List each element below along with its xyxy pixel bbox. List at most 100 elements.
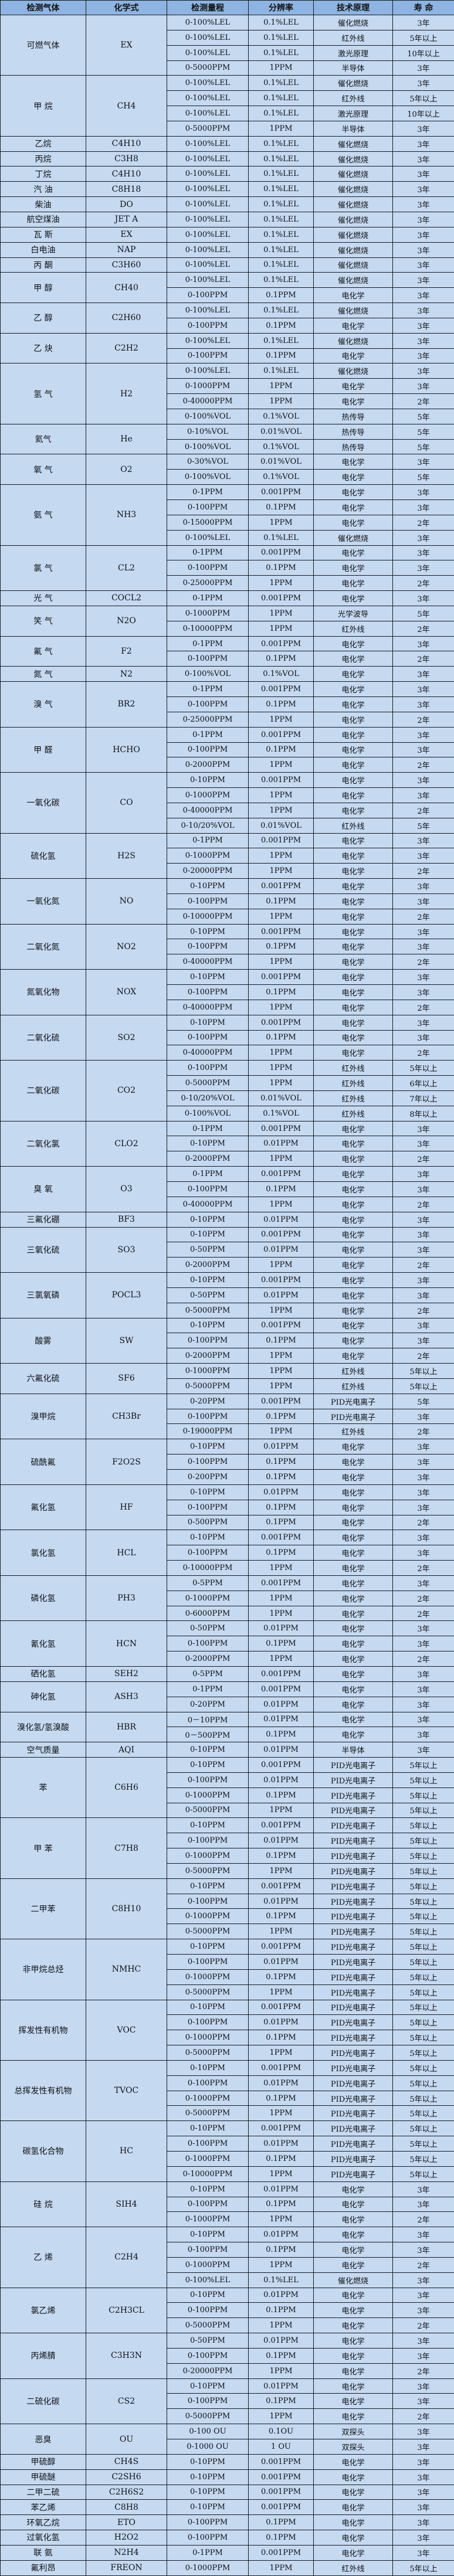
formula-cell: PH3 bbox=[86, 1575, 167, 1622]
principle-cell: PID光电离子 bbox=[313, 1984, 393, 2000]
table-row: 0-2000PPM 1PPM 电化学 2年 bbox=[1, 1651, 454, 1667]
principle-cell: PID光电离子 bbox=[313, 1863, 393, 1879]
resolution-cell: 0.1PPM bbox=[248, 1499, 314, 1515]
header-range: 检测量程 bbox=[167, 0, 249, 15]
lifespan-cell: 2年 bbox=[392, 802, 454, 818]
range-cell: 0-100%LEL bbox=[167, 45, 249, 61]
table-row: 0-100PPM 0.01PPM PID光电离子 5年以上 bbox=[1, 2014, 454, 2031]
range-cell: 0-10000PPM bbox=[167, 2166, 249, 2182]
principle-cell: 电化学 bbox=[313, 2317, 393, 2334]
principle-cell: PID光电离子 bbox=[313, 1939, 393, 1955]
resolution-cell: 1PPM bbox=[248, 1802, 314, 1819]
lifespan-cell: 5年 bbox=[392, 1393, 454, 1409]
lifespan-cell: 5年以上 bbox=[392, 1923, 454, 1940]
resolution-cell: 1PPM bbox=[248, 1923, 314, 1940]
gas-name-cell: 空气质量 bbox=[0, 1742, 86, 1758]
resolution-cell: 0.1%LEL bbox=[248, 15, 314, 30]
range-cell: 0-1000PPM bbox=[167, 1848, 249, 1864]
gas-name-cell: 光 气 bbox=[0, 590, 86, 606]
gas-name-cell: 汽 油 bbox=[0, 181, 86, 198]
range-cell: 0-100PPM bbox=[167, 696, 249, 712]
resolution-cell: 0.1%LEL bbox=[248, 242, 314, 258]
range-cell: 0-1000PPM bbox=[167, 1787, 249, 1803]
table-row: 酸雾 SW 0-10PPM 0.001PPM 电化学 3年 bbox=[0, 1317, 454, 1364]
principle-cell: 电化学 bbox=[313, 2514, 393, 2531]
range-cell: 0-1PPM bbox=[167, 545, 249, 561]
gas-name-cell: 溴甲烷 bbox=[0, 1393, 86, 1440]
lifespan-cell: 3年 bbox=[392, 166, 454, 182]
resolution-cell: 0.001PPM bbox=[248, 726, 314, 743]
resolution-cell: 0.1%LEL bbox=[248, 2272, 314, 2288]
principle-cell: PID光电离子 bbox=[313, 1969, 393, 1985]
principle-cell: 电化学 bbox=[313, 1029, 393, 1046]
table-row: 0-1000PPM 1PPM 电化学 2年 bbox=[1, 1590, 454, 1606]
range-cell: 0-25000PPM bbox=[167, 711, 249, 728]
range-cell: 0-10PPM bbox=[167, 1226, 249, 1243]
formula-cell: NAP bbox=[86, 242, 167, 258]
range-cell: 0-10PPM bbox=[167, 2378, 249, 2394]
gas-name-cell: 氢 气 bbox=[0, 363, 86, 424]
principle-cell: 电化学 bbox=[313, 2363, 393, 2379]
principle-cell: 催化燃烧 bbox=[313, 529, 393, 546]
resolution-cell: 0.1%LEL bbox=[248, 106, 314, 121]
lifespan-cell: 2年 bbox=[392, 863, 454, 879]
lifespan-cell: 5年以上 bbox=[392, 1969, 454, 1985]
gas-name-cell: 乙 炔 bbox=[0, 332, 86, 364]
formula-cell: NH3 bbox=[86, 484, 167, 546]
lifespan-cell: 10年以上 bbox=[392, 45, 454, 61]
formula-cell: C2H6S2 bbox=[86, 2484, 167, 2500]
lifespan-cell: 3年 bbox=[392, 2302, 454, 2319]
principle-cell: 电化学 bbox=[313, 1454, 393, 1470]
gas-name-cell: 氰化氢 bbox=[0, 1620, 86, 1667]
range-cell: 0-1000PPM bbox=[167, 1363, 249, 1379]
table-row: 二氧化氮 NO2 0-10PPM 0.001PPM 电化学 3年 bbox=[0, 923, 454, 970]
gas-name-cell: 乙 烯 bbox=[0, 2227, 86, 2288]
range-cell: 0-5000PPM bbox=[167, 1923, 249, 1940]
resolution-cell: 1PPM bbox=[248, 1590, 314, 1606]
lifespan-cell: 3年 bbox=[392, 1530, 454, 1546]
lifespan-cell: 2年 bbox=[392, 575, 454, 592]
range-cell: 0-10PPM bbox=[167, 2453, 249, 2470]
range-cell: 0-19000PPM bbox=[167, 1423, 249, 1440]
resolution-cell: 0.001PPM bbox=[248, 1014, 314, 1031]
range-cell: 0-100%VOL bbox=[167, 1105, 249, 1122]
range-cell: 0-1000PPM bbox=[167, 2256, 249, 2273]
resolution-cell: 0.001PPM bbox=[248, 1666, 314, 1682]
formula-cell: He bbox=[86, 423, 167, 455]
resolution-cell: 1PPM bbox=[248, 378, 314, 395]
range-cell: 0-100PPM bbox=[167, 1545, 249, 1561]
table-row: 0-40000PPM 1PPM 电化学 2年 bbox=[1, 1196, 454, 1212]
lifespan-cell: 3年 bbox=[392, 787, 454, 803]
range-cell: 0-5000PPM bbox=[167, 2408, 249, 2425]
principle-cell: 电化学 bbox=[313, 2242, 393, 2258]
resolution-cell: 0.1PPM bbox=[248, 317, 314, 334]
resolution-cell: 0.1PPM bbox=[248, 499, 314, 515]
table-row: 0-100PPM 0.1PPM 电化学 3年 bbox=[1, 984, 454, 1000]
resolution-cell: 0.1PPM bbox=[248, 1408, 314, 1425]
resolution-cell: 0.1%LEL bbox=[248, 181, 314, 198]
range-cell: 0-100%LEL bbox=[167, 29, 249, 46]
range-cell: 0-100%LEL bbox=[167, 90, 249, 107]
range-cell: 0-10PPM bbox=[167, 1939, 249, 1955]
principle-cell: 电化学 bbox=[313, 469, 393, 485]
table-row: 0-40000PPM 1PPM 电化学 2年 bbox=[1, 999, 454, 1015]
table-row: 0-100PPM 0.1PPM 电化学 3年 bbox=[1, 939, 454, 955]
gas-name-cell: 挥发性有机物 bbox=[0, 1999, 86, 2061]
principle-cell: 红外线 bbox=[313, 1378, 393, 1394]
resolution-cell: 1PPM bbox=[248, 1605, 314, 1622]
principle-cell: 电化学 bbox=[313, 1348, 393, 1364]
principle-cell: PID光电离子 bbox=[313, 1772, 393, 1788]
range-cell: 0-100PPM bbox=[167, 1636, 249, 1652]
resolution-cell: 1PPM bbox=[248, 393, 314, 409]
lifespan-cell: 5年以上 bbox=[392, 2090, 454, 2106]
lifespan-cell: 3年 bbox=[392, 878, 454, 894]
table-row: 三氟化硼 BF3 0-10PPM 0.01PPM 电化学 3年 bbox=[0, 1211, 454, 1228]
gas-name-cell: 三氯氧磷 bbox=[0, 1272, 86, 1318]
lifespan-cell: 3年 bbox=[392, 848, 454, 864]
principle-cell: 热传导 bbox=[313, 423, 393, 440]
gas-name-cell: 二甲二硫 bbox=[0, 2484, 86, 2500]
range-cell: 0-100PPM bbox=[167, 2530, 249, 2546]
lifespan-cell: 2年 bbox=[392, 620, 454, 637]
lifespan-cell: 3年 bbox=[392, 2453, 454, 2470]
range-cell: 0-2000PPM bbox=[167, 1348, 249, 1364]
